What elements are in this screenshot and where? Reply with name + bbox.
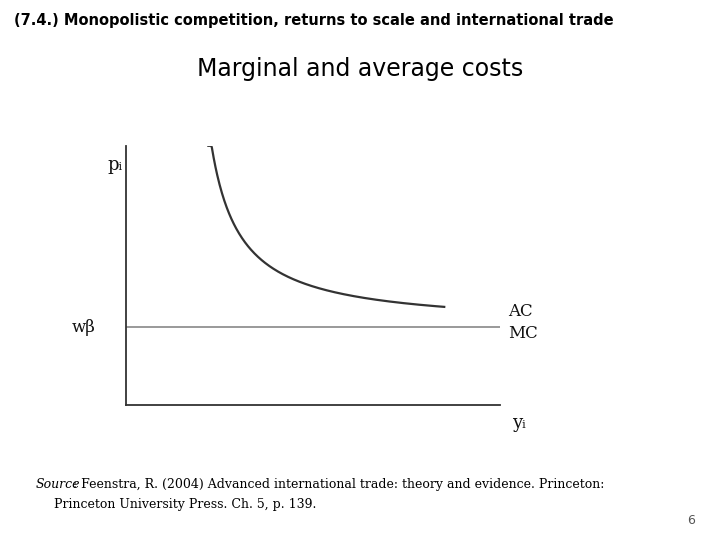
Text: : Feenstra, R. (2004) Advanced international trade: theory and evidence. Princet: : Feenstra, R. (2004) Advanced internati… xyxy=(73,478,605,491)
Text: Source: Source xyxy=(36,478,81,491)
Text: Princeton University Press. Ch. 5, p. 139.: Princeton University Press. Ch. 5, p. 13… xyxy=(54,498,316,511)
Text: 6: 6 xyxy=(687,514,695,526)
Text: AC: AC xyxy=(508,303,533,320)
Text: yᵢ: yᵢ xyxy=(512,414,526,432)
Text: pᵢ: pᵢ xyxy=(107,156,122,174)
Text: MC: MC xyxy=(508,325,538,342)
Text: wβ: wβ xyxy=(72,319,96,336)
Text: Marginal and average costs: Marginal and average costs xyxy=(197,57,523,80)
Text: (7.4.) Monopolistic competition, returns to scale and international trade: (7.4.) Monopolistic competition, returns… xyxy=(14,14,614,29)
